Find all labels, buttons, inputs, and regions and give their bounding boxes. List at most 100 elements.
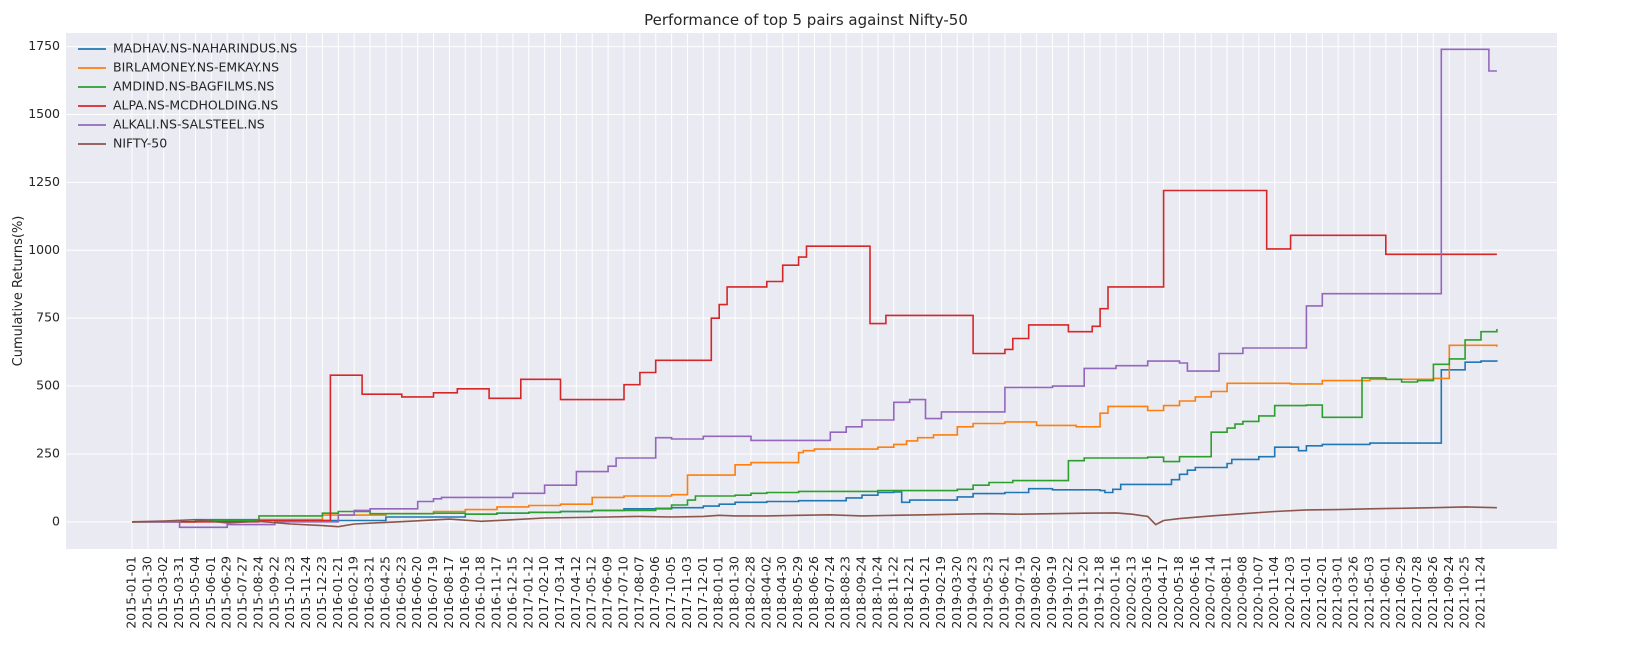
legend: MADHAV.NS-NAHARINDUS.NS BIRLAMONEY.NS-EMK… [78,41,297,151]
series-line-alkali-ns-salsteel-ns [132,48,1497,529]
x-tick-label: 2017-10-05 [663,556,678,629]
y-tick-label: 0 [52,513,60,528]
x-tick-label: 2018-04-02 [758,556,773,629]
y-tick-label: 1750 [28,38,60,53]
x-tick-label: 2015-10-23 [282,556,297,629]
x-tick-label: 2020-11-04 [1266,556,1281,629]
gridlines [66,33,1557,549]
x-tick-label: 2016-11-17 [489,556,504,629]
series-line-amdind-ns-bagfilms-ns [132,329,1498,523]
legend-label-madhav-ns-naharindus-ns: MADHAV.NS-NAHARINDUS.NS [113,41,297,56]
x-tick-label: 2015-03-02 [155,556,170,629]
chart-title: Performance of top 5 pairs against Nifty… [644,11,968,29]
y-axis-label: Cumulative Returns(%) [11,216,26,367]
x-tick-label: 2021-03-26 [1346,556,1361,629]
x-tick-label: 2015-12-23 [314,556,329,629]
x-tick-label: 2016-05-23 [393,556,408,629]
x-tick-label: 2020-01-16 [1107,556,1122,629]
x-tick-label: 2019-04-23 [965,556,980,629]
x-tick-label: 2020-09-08 [1234,556,1249,629]
x-tick-label: 2016-06-20 [409,556,424,629]
x-tick-label: 2015-03-31 [171,556,186,629]
x-axis-ticks: 2015-01-01 2015-01-30 2015-03-02 2015-03-31… [124,556,1488,629]
x-tick-label: 2017-05-12 [584,556,599,629]
x-tick-label: 2019-11-20 [1076,556,1091,629]
x-tick-label: 2019-09-19 [1044,556,1059,629]
x-tick-label: 2017-12-01 [695,556,710,629]
x-tick-label: 2020-02-13 [1123,556,1138,629]
legend-label-amdind-ns-bagfilms-ns: AMDIND.NS-BAGFILMS.NS [113,79,274,94]
x-tick-label: 2021-03-01 [1330,556,1345,629]
x-tick-label: 2019-05-23 [981,556,996,629]
x-tick-label: 2018-05-29 [790,556,805,629]
x-tick-label: 2021-09-24 [1441,556,1456,629]
y-tick-label: 1250 [28,174,60,189]
legend-label-nifty-50: NIFTY-50 [113,136,167,151]
legend-label-alpa-ns-mcdholding-ns: ALPA.NS-MCDHOLDING.NS [113,98,278,113]
y-tick-label: 750 [36,310,60,325]
x-tick-label: 2021-08-26 [1425,556,1440,629]
series-line-birlamoney-ns-emkay-ns [132,344,1498,523]
x-tick-label: 2017-09-06 [647,556,662,629]
x-tick-label: 2019-10-22 [1060,556,1075,629]
x-tick-label: 2015-01-30 [139,556,154,629]
x-tick-label: 2016-10-18 [473,556,488,629]
x-tick-label: 2021-05-03 [1361,556,1376,629]
x-tick-label: 2017-11-03 [679,556,694,629]
x-tick-label: 2019-07-19 [1012,556,1027,629]
x-tick-label: 2018-11-22 [885,556,900,629]
x-tick-label: 2020-12-03 [1282,556,1297,629]
x-tick-label: 2020-04-17 [1155,556,1170,629]
x-tick-label: 2016-04-25 [377,556,392,629]
x-tick-label: 2019-02-19 [933,556,948,629]
y-tick-label: 500 [36,378,60,393]
x-tick-label: 2016-03-21 [362,556,377,629]
x-tick-label: 2021-11-24 [1473,556,1488,629]
x-tick-label: 2017-01-12 [520,556,535,629]
x-tick-label: 2015-05-04 [187,556,202,629]
x-tick-label: 2017-08-07 [631,556,646,629]
x-tick-label: 2016-09-16 [457,556,472,629]
x-tick-label: 2021-06-29 [1393,556,1408,629]
x-tick-label: 2021-02-01 [1314,556,1329,629]
x-tick-label: 2019-03-20 [949,556,964,629]
x-tick-label: 2015-01-01 [124,556,139,629]
x-tick-label: 2019-08-20 [1028,556,1043,629]
x-tick-label: 2018-04-30 [774,556,789,629]
series-lines [131,48,1498,529]
y-tick-label: 1000 [28,242,60,257]
x-tick-label: 2018-08-23 [838,556,853,629]
x-tick-label: 2018-01-30 [727,556,742,629]
x-tick-label: 2018-07-24 [822,556,837,629]
x-tick-label: 2017-06-09 [600,556,615,629]
x-tick-label: 2020-07-14 [1203,556,1218,629]
x-tick-label: 2019-01-21 [917,556,932,629]
x-tick-label: 2020-10-07 [1250,556,1265,629]
x-tick-label: 2020-05-18 [1171,556,1186,629]
x-tick-label: 2015-06-29 [219,556,234,629]
x-tick-label: 2017-03-14 [552,556,567,629]
x-tick-label: 2015-07-27 [235,556,250,629]
x-tick-label: 2020-08-11 [1219,556,1234,629]
x-tick-label: 2016-12-15 [504,556,519,629]
x-tick-label: 2016-01-21 [330,556,345,629]
plot-background [66,33,1557,549]
x-tick-label: 2018-12-21 [901,556,916,629]
y-tick-label: 250 [36,445,60,460]
x-tick-label: 2018-10-24 [869,556,884,629]
x-tick-label: 2015-08-24 [250,556,265,629]
x-tick-label: 2016-07-19 [425,556,440,629]
x-tick-label: 2020-03-16 [1139,556,1154,629]
series-line-alpa-ns-mcdholding-ns [132,189,1497,523]
y-tick-label: 1500 [28,106,60,121]
x-tick-label: 2019-06-21 [996,556,1011,629]
x-tick-label: 2021-07-28 [1409,556,1424,629]
legend-label-alkali-ns-salsteel-ns: ALKALI.NS-SALSTEEL.NS [113,117,265,132]
x-tick-label: 2021-10-25 [1457,556,1472,629]
x-tick-label: 2016-08-17 [441,556,456,629]
x-tick-label: 2018-01-01 [711,556,726,629]
x-tick-label: 2021-01-01 [1298,556,1313,629]
x-tick-label: 2017-07-10 [615,556,630,629]
x-tick-label: 2018-02-28 [742,556,757,629]
